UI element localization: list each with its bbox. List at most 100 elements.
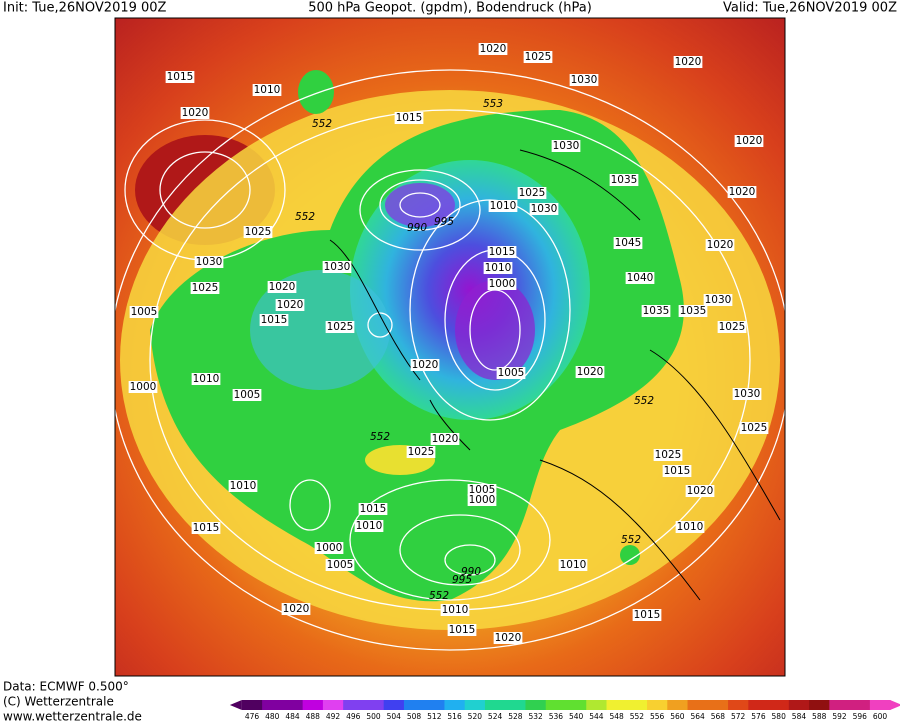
label-box: [653, 449, 683, 461]
colorbar-tick-label: 532: [528, 712, 543, 721]
label-text: 1035: [680, 305, 707, 317]
label-text: 1015: [634, 609, 661, 621]
colorbar-cell: [403, 700, 425, 710]
isobar-label: 1010: [488, 200, 518, 212]
label-box: [678, 305, 708, 317]
isobar-label: 1015: [447, 624, 477, 636]
colorbar-cell: [302, 700, 324, 710]
isobar-label: 1025: [739, 422, 769, 434]
label-text: 1010: [356, 520, 383, 532]
label-text: 552: [429, 590, 449, 602]
isobar-label: 1010: [252, 84, 282, 96]
isobar-label: 1005: [232, 389, 262, 401]
colorbar-tick-label: 512: [427, 712, 442, 721]
label-text: 1020: [675, 56, 702, 68]
label-box: [609, 174, 639, 186]
isobar-label: 1005: [467, 484, 497, 496]
label-text: 1045: [615, 237, 642, 249]
colorbar-cell: [424, 700, 445, 710]
colorbar-tick-label: 576: [751, 712, 766, 721]
label-box: [430, 433, 460, 445]
label-box: [194, 256, 224, 268]
colorbar-tick-label: 476: [245, 712, 260, 721]
colorbar: 476 480 484 488 492 496 500 504 508 512 516 520 524 5…: [229, 700, 900, 721]
label-box: [191, 522, 221, 534]
label-text: 1005: [498, 367, 525, 379]
map-labels: 1015101055210201020102510301020553101510…: [128, 43, 769, 644]
label-text: 1015: [396, 112, 423, 124]
isobar-label: 1025: [523, 51, 553, 63]
colorbar-cell: [586, 700, 608, 710]
label-text: 1020: [687, 485, 714, 497]
isobar-label: 552: [621, 534, 641, 546]
label-text: 1025: [327, 321, 354, 333]
isobar-label: 1035: [678, 305, 708, 317]
isobar-label: 1020: [267, 281, 297, 293]
isobar-label: 1010: [675, 521, 705, 533]
colorbar-cell: [262, 700, 283, 710]
isobar-label: 1025: [243, 226, 273, 238]
isobar-label: 1010: [228, 480, 258, 492]
colorbar-tick-label: 520: [468, 712, 483, 721]
label-box: [275, 299, 305, 311]
colorbar-tick-label: 484: [285, 712, 300, 721]
label-text: 1025: [519, 187, 546, 199]
isobar-label: 1035: [609, 174, 639, 186]
label-text: 1010: [230, 480, 257, 492]
label-text: 1015: [449, 624, 476, 636]
label-box: [529, 203, 559, 215]
label-text: 1020: [269, 281, 296, 293]
isobar-label: 1005: [496, 367, 526, 379]
label-text: 1020: [495, 632, 522, 644]
colorbar-tick-label: 592: [832, 712, 847, 721]
label-box: [551, 140, 581, 152]
label-text: 1015: [167, 71, 194, 83]
isobar-label: 1020: [575, 366, 605, 378]
label-box: [558, 559, 588, 571]
label-box: [267, 281, 297, 293]
label-box: [314, 542, 344, 554]
colorbar-tick-label: 560: [670, 712, 685, 721]
label-text: 552: [312, 118, 332, 130]
label-text: 1015: [360, 503, 387, 515]
isobar-label: 1015: [632, 609, 662, 621]
colorbar-cell: [545, 700, 567, 710]
label-box: [613, 237, 643, 249]
label-text: 1020: [182, 107, 209, 119]
label-box: [523, 51, 553, 63]
label-text: 1000: [489, 278, 516, 290]
label-box: [165, 71, 195, 83]
isobar-label: 552: [312, 118, 332, 130]
label-box: [243, 226, 273, 238]
label-text: 1010: [254, 84, 281, 96]
isobar-label: 552: [295, 211, 315, 223]
colorbar-tick-label: 572: [731, 712, 746, 721]
isobar-label: 1030: [551, 140, 581, 152]
colorbar-cell: [525, 700, 547, 710]
label-text: 990: [461, 566, 481, 578]
label-box: [675, 521, 705, 533]
isobar-label: 1020: [705, 239, 735, 251]
colorbar-tick-label: 536: [549, 712, 564, 721]
label-text: 1010: [442, 604, 469, 616]
label-box: [727, 186, 757, 198]
isobar-label: 1020: [734, 135, 764, 147]
isobar-label: 1030: [194, 256, 224, 268]
colorbar-tick-label: 480: [265, 712, 280, 721]
colorbar-cell: [322, 700, 344, 710]
label-text: 1020: [412, 359, 439, 371]
isobar-label: 990: [407, 222, 427, 234]
colorbar-tick-label: 492: [326, 712, 341, 721]
colorbar-tick-label: 544: [589, 712, 604, 721]
map-field: [115, 18, 785, 676]
label-box: [190, 282, 220, 294]
label-box: [410, 359, 440, 371]
colorbar-cell: [464, 700, 486, 710]
label-box: [129, 306, 159, 318]
label-box: [487, 246, 517, 258]
isobar-label: 1005: [129, 306, 159, 318]
valid-time: Valid: Tue,26NOV2019 00Z: [723, 1, 897, 16]
label-text: 1005: [469, 484, 496, 496]
